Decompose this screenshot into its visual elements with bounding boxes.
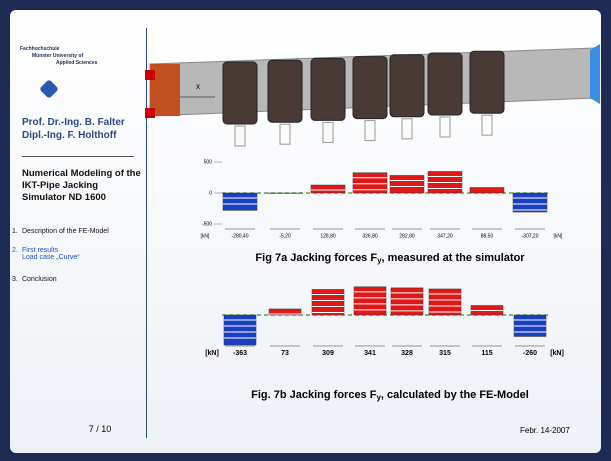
value-label: 282,80 (399, 233, 415, 239)
axis-label: x (196, 82, 200, 91)
figures: x 500 0 -500 [kN] [kN] -280,40 -5,20 128,80 326,… (0, 0, 611, 461)
value-label: 128,80 (320, 233, 336, 239)
bar (223, 193, 257, 210)
value-label: -363 (233, 350, 247, 357)
value-label: 115 (481, 350, 492, 357)
pipe-segment (311, 58, 345, 120)
y-tick-label: 0 (209, 190, 212, 196)
value-label: 326,80 (362, 233, 378, 239)
sensor (440, 117, 450, 137)
unit-label: [kN] (205, 350, 219, 357)
caption-text: , calculated by the FE-Model (381, 389, 529, 401)
value-label: 73 (281, 350, 289, 357)
sensor (235, 126, 245, 146)
pipe-segment (428, 53, 462, 115)
bar (429, 289, 461, 315)
bar (390, 175, 424, 193)
jack (145, 70, 155, 80)
pipe-segment (390, 55, 424, 117)
sensor (482, 115, 492, 135)
unit-label: [kN] (201, 233, 211, 239)
sensor (323, 122, 333, 142)
value-label: 315 (439, 350, 451, 357)
figure-caption: Fig 7a Jacking forces Fy, measured at th… (255, 252, 525, 265)
caption-text: , measured at the simulator (382, 252, 526, 264)
bar (470, 188, 504, 193)
bar (312, 289, 344, 315)
value-label: 88,50 (481, 233, 494, 239)
value-label: 347,20 (437, 233, 453, 239)
bar (513, 193, 547, 212)
value-label: 341 (364, 350, 376, 357)
y-tick-label: 500 (204, 159, 213, 165)
pipe-segment (353, 57, 387, 119)
value-label: 309 (322, 350, 334, 357)
bar (354, 287, 386, 315)
sensor (365, 121, 375, 141)
sensor (402, 119, 412, 139)
value-label: -260 (523, 350, 537, 357)
pipe-segment (470, 51, 504, 113)
caption-text: Fig 7a Jacking forces F (255, 252, 377, 264)
bar (311, 185, 345, 193)
value-label: -5,20 (279, 233, 291, 239)
figure-caption: Fig. 7b Jacking forces Fy, calculated by… (251, 389, 529, 402)
pipe-segment (268, 60, 302, 122)
pipe-end (590, 44, 600, 104)
sensor (280, 124, 290, 144)
caption-text: Fig. 7b Jacking forces F (251, 389, 377, 401)
value-label: -307,20 (522, 233, 539, 239)
unit-label: [kN] (554, 233, 564, 239)
unit-label: [kN] (550, 350, 564, 357)
value-label: -280,40 (232, 233, 249, 239)
pipe-segment (223, 62, 257, 124)
value-label: 328 (401, 350, 413, 357)
slide: Fachhochschule Münster University of App… (0, 0, 611, 461)
y-tick-label: -500 (202, 221, 212, 227)
jack (145, 108, 155, 118)
